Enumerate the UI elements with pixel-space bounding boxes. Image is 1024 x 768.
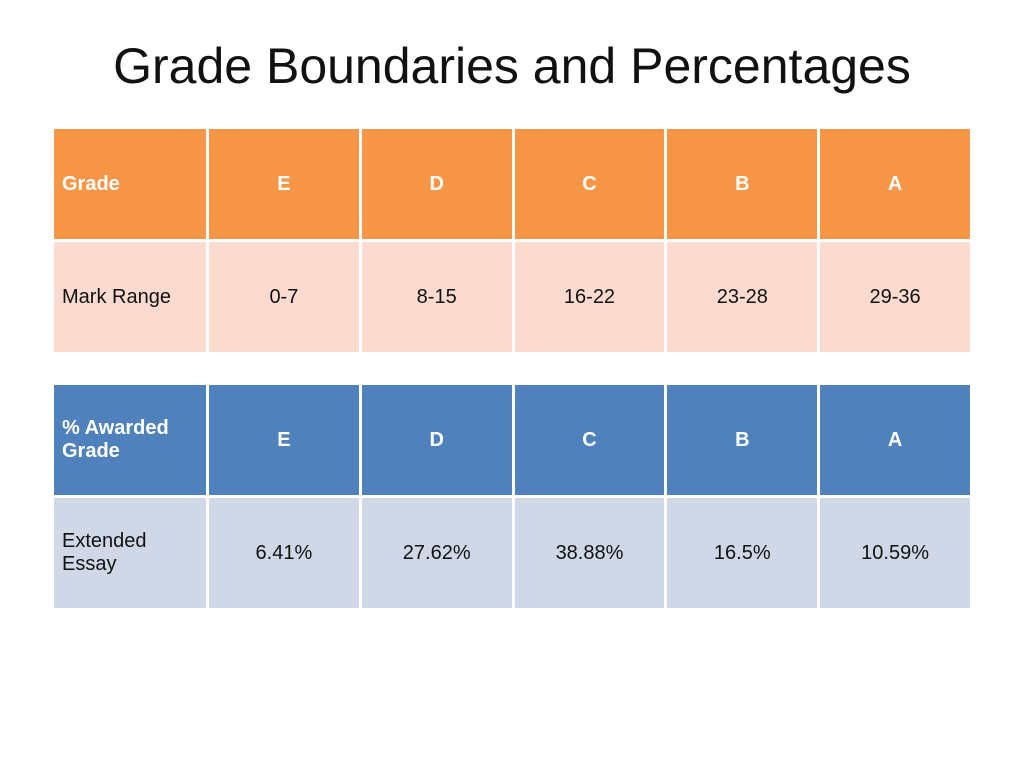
header-cell-d: D xyxy=(361,129,512,239)
grade-boundaries-table: Grade E D C B A Mark Range 0-7 8-15 16-2… xyxy=(51,126,973,355)
header-cell-grade: Grade xyxy=(54,129,206,239)
cell-percent-a: 10.59% xyxy=(820,498,970,608)
header-cell-c: C xyxy=(514,129,665,239)
cell-percent-c: 38.88% xyxy=(514,498,665,608)
header-cell-a: A xyxy=(820,385,970,495)
header-cell-a: A xyxy=(820,129,970,239)
grade-percentages-table: % Awarded Grade E D C B A Extended Essay… xyxy=(51,382,973,611)
header-cell-d: D xyxy=(361,385,512,495)
header-cell-c: C xyxy=(514,385,665,495)
table-header-row: % Awarded Grade E D C B A xyxy=(54,385,970,495)
header-cell-b: B xyxy=(667,385,818,495)
header-cell-e: E xyxy=(209,385,359,495)
cell-mark-range-e: 0-7 xyxy=(209,242,359,352)
header-cell-b: B xyxy=(667,129,818,239)
header-cell-e: E xyxy=(209,129,359,239)
row-label-extended-essay: Extended Essay xyxy=(54,498,206,608)
cell-mark-range-b: 23-28 xyxy=(667,242,818,352)
header-cell-awarded-grade: % Awarded Grade xyxy=(54,385,206,495)
cell-mark-range-a: 29-36 xyxy=(820,242,970,352)
cell-percent-e: 6.41% xyxy=(209,498,359,608)
cell-mark-range-c: 16-22 xyxy=(514,242,665,352)
row-label-mark-range: Mark Range xyxy=(54,242,206,352)
table-row: Extended Essay 6.41% 27.62% 38.88% 16.5%… xyxy=(54,498,970,608)
table-header-row: Grade E D C B A xyxy=(54,129,970,239)
cell-mark-range-d: 8-15 xyxy=(361,242,512,352)
table-row: Mark Range 0-7 8-15 16-22 23-28 29-36 xyxy=(54,242,970,352)
cell-percent-b: 16.5% xyxy=(667,498,818,608)
cell-percent-d: 27.62% xyxy=(361,498,512,608)
slide-title: Grade Boundaries and Percentages xyxy=(113,38,911,94)
